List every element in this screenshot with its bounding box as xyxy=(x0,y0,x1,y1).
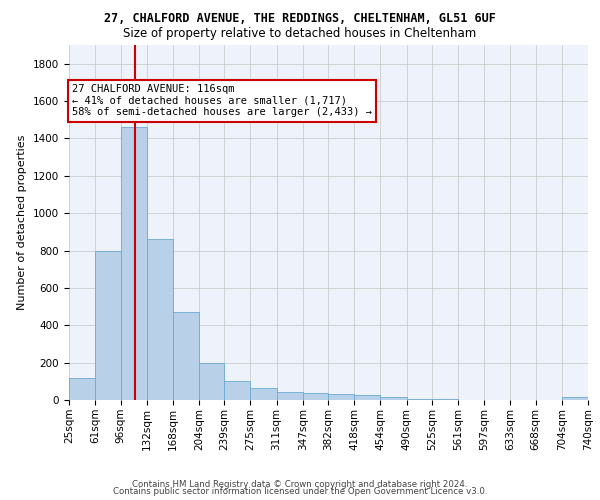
Bar xyxy=(250,388,277,400)
Bar xyxy=(146,240,173,400)
Bar xyxy=(121,127,146,400)
Bar xyxy=(173,312,199,400)
Bar xyxy=(199,362,224,400)
Bar xyxy=(407,399,432,400)
Text: 27, CHALFORD AVENUE, THE REDDINGS, CHELTENHAM, GL51 6UF: 27, CHALFORD AVENUE, THE REDDINGS, CHELT… xyxy=(104,12,496,26)
Bar xyxy=(69,378,95,400)
Text: 27 CHALFORD AVENUE: 116sqm
← 41% of detached houses are smaller (1,717)
58% of s: 27 CHALFORD AVENUE: 116sqm ← 41% of deta… xyxy=(72,84,372,117)
Text: Size of property relative to detached houses in Cheltenham: Size of property relative to detached ho… xyxy=(124,28,476,40)
Bar xyxy=(224,382,250,400)
Y-axis label: Number of detached properties: Number of detached properties xyxy=(17,135,28,310)
Bar xyxy=(354,396,380,400)
Bar xyxy=(328,394,354,400)
Bar xyxy=(95,250,121,400)
Bar xyxy=(562,397,588,400)
Text: Contains HM Land Registry data © Crown copyright and database right 2024.: Contains HM Land Registry data © Crown c… xyxy=(132,480,468,489)
Bar xyxy=(303,394,328,400)
Bar xyxy=(277,392,303,400)
Bar xyxy=(380,397,407,400)
Text: Contains public sector information licensed under the Open Government Licence v3: Contains public sector information licen… xyxy=(113,487,487,496)
